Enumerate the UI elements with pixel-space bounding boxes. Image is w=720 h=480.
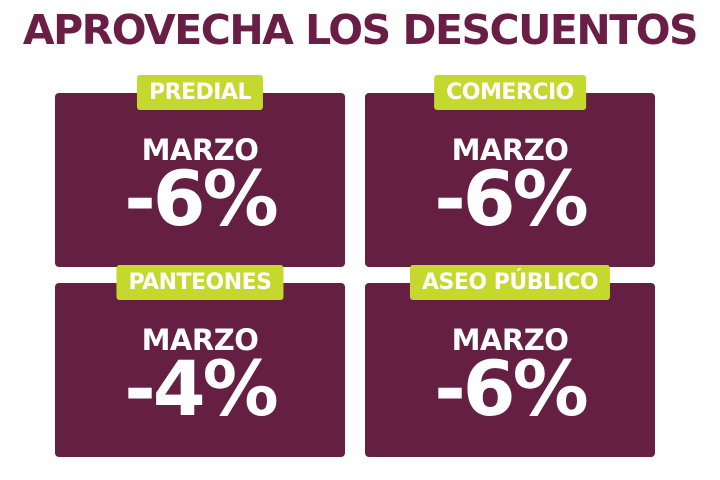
card-discount: -4% [124, 344, 279, 433]
discount-card: ASEO PÚBLICO MARZO -6% [365, 265, 655, 457]
card-month: MARZO [141, 323, 259, 357]
card-discount: -6% [434, 154, 589, 243]
card-label: PANTEONES [116, 265, 284, 300]
card-discount: -6% [124, 154, 279, 243]
discount-card: COMERCIO MARZO -6% [365, 75, 655, 267]
card-label: COMERCIO [434, 75, 586, 110]
discount-card: PREDIAL MARZO -6% [55, 75, 345, 267]
discount-card: PANTEONES MARZO -4% [55, 265, 345, 457]
card-month: MARZO [451, 323, 569, 357]
card-label: PREDIAL [136, 75, 264, 110]
title: APROVECHA LOS DESCUENTOS [22, 6, 699, 54]
card-month: MARZO [451, 133, 569, 167]
card-label: ASEO PÚBLICO [409, 265, 611, 300]
card-month: MARZO [141, 133, 259, 167]
card-discount: -6% [434, 344, 589, 433]
